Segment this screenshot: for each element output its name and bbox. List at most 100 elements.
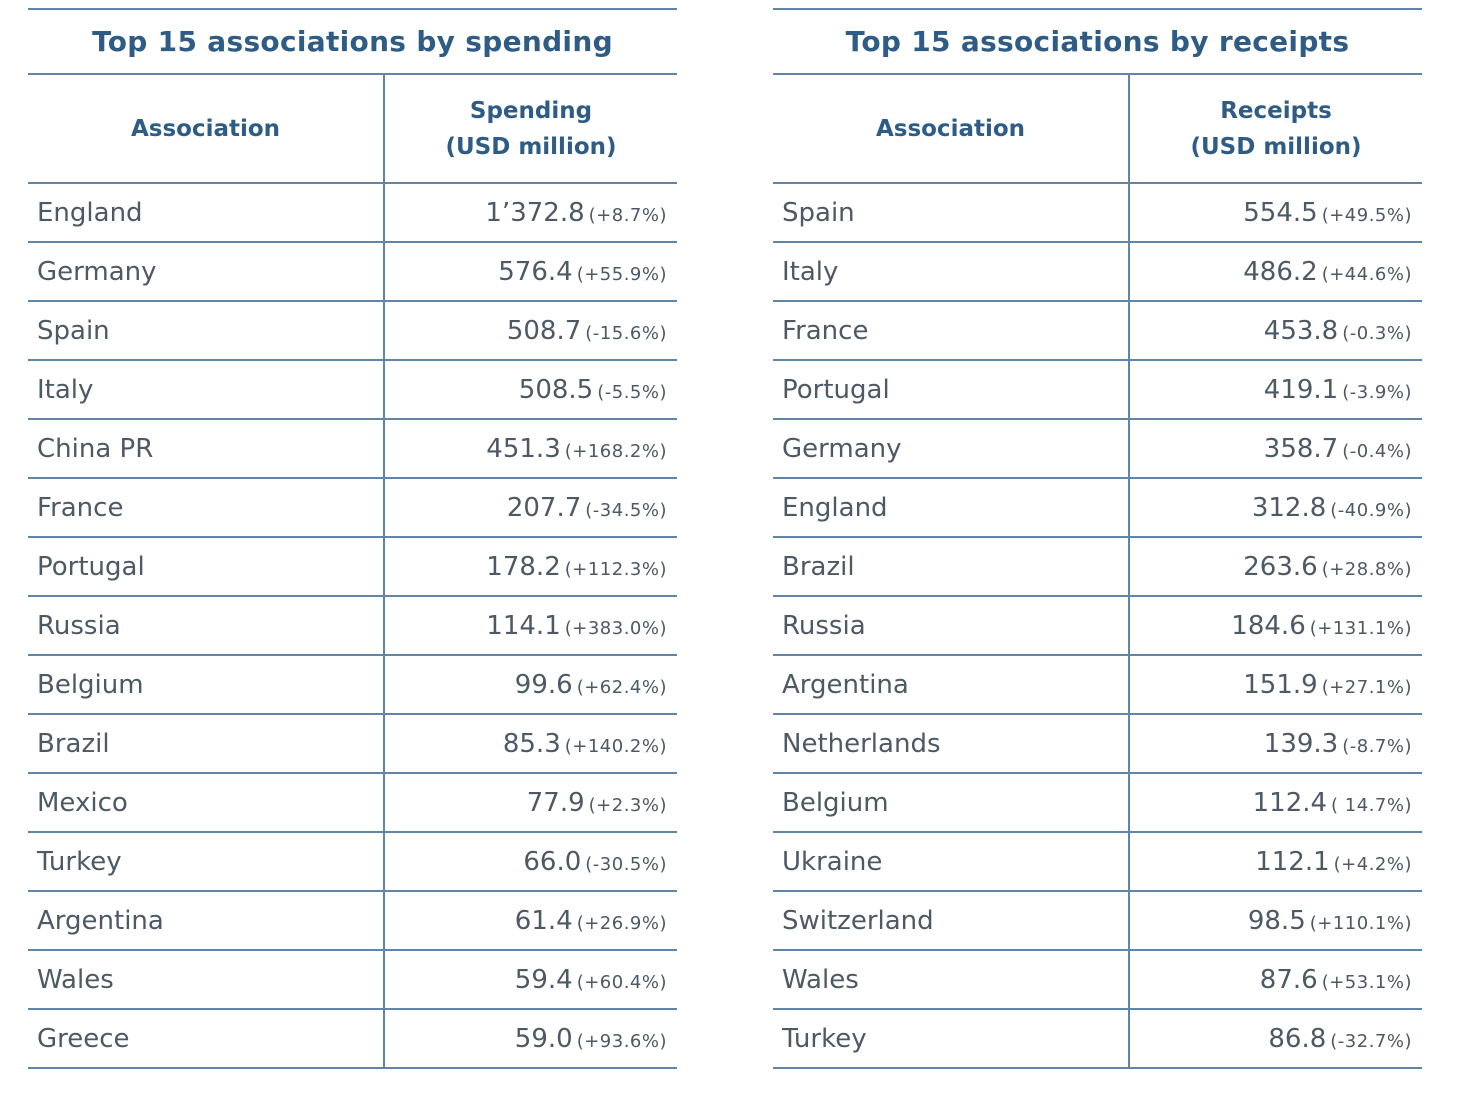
association-cell: Germany (28, 242, 385, 302)
value-cell: 59.0 (+93.6%) (384, 1009, 677, 1069)
table-row: France 207.7 (-34.5%) (28, 478, 677, 538)
value-change: (-34.5%) (585, 499, 667, 521)
value-cell: 207.7 (-34.5%) (384, 478, 677, 538)
value-cell: 178.2 (+112.3%) (384, 537, 677, 597)
receipts-value-header-line1: Receipts (1220, 97, 1332, 124)
association-cell: Switzerland (773, 891, 1130, 951)
value-cell: 312.8 (-40.9%) (1129, 478, 1422, 538)
association-cell: China PR (28, 419, 385, 479)
spending-value-header-line2: (USD million) (445, 133, 617, 160)
table-row: Greece 59.0 (+93.6%) (28, 1009, 677, 1069)
value-cell: 263.6 (+28.8%) (1129, 537, 1422, 597)
receipts-header-row: Association Receipts (USD million) (773, 75, 1422, 184)
value-amount: 61.4 (514, 905, 573, 936)
value-cell: 554.5 (+49.5%) (1129, 183, 1422, 243)
value-amount: 112.1 (1255, 846, 1330, 877)
association-cell: Spain (28, 301, 385, 361)
value-cell: 184.6 (+131.1%) (1129, 596, 1422, 656)
spending-panel: Top 15 associations by spending Associat… (28, 8, 677, 1069)
value-amount: 59.0 (514, 1023, 573, 1054)
table-row: Portugal 178.2 (+112.3%) (28, 537, 677, 597)
receipts-table-body: Spain 554.5 (+49.5%) Italy 486.2 (+44.6%) Fran… (773, 183, 1422, 1069)
value-change: (-40.9%) (1330, 499, 1412, 521)
spending-table: Association Spending (USD million) Engla… (28, 75, 677, 1069)
value-change: (-8.7%) (1342, 735, 1412, 757)
table-row: England 1’372.8 (+8.7%) (28, 183, 677, 243)
value-cell: 61.4 (+26.9%) (384, 891, 677, 951)
association-cell: Turkey (28, 832, 385, 892)
table-row: Belgium 99.6 (+62.4%) (28, 655, 677, 715)
value-cell: 453.8 (-0.3%) (1129, 301, 1422, 361)
association-cell: Greece (28, 1009, 385, 1069)
spending-association-header: Association (28, 75, 385, 184)
receipts-table-title: Top 15 associations by receipts (773, 8, 1422, 75)
value-amount: 99.6 (514, 669, 573, 700)
spending-table-title: Top 15 associations by spending (28, 8, 677, 75)
table-row: Russia 184.6 (+131.1%) (773, 596, 1422, 656)
association-cell: Brazil (28, 714, 385, 774)
table-row: Argentina 151.9 (+27.1%) (773, 655, 1422, 715)
value-change: (+62.4%) (576, 676, 667, 698)
value-amount: 178.2 (486, 551, 561, 582)
value-amount: 263.6 (1243, 551, 1318, 582)
value-amount: 451.3 (486, 433, 561, 464)
value-change: (+4.2%) (1333, 853, 1412, 875)
value-change: (+168.2%) (564, 440, 667, 462)
value-amount: 139.3 (1263, 728, 1339, 759)
value-change: (-15.6%) (585, 322, 667, 344)
value-change: ( 14.7%) (1331, 794, 1412, 816)
table-row: Portugal 419.1 (-3.9%) (773, 360, 1422, 420)
value-cell: 112.1 (+4.2%) (1129, 832, 1422, 892)
table-row: Ukraine 112.1 (+4.2%) (773, 832, 1422, 892)
value-cell: 139.3 (-8.7%) (1129, 714, 1422, 774)
value-change: (-5.5%) (597, 381, 667, 403)
value-change: (+2.3%) (588, 794, 667, 816)
value-amount: 358.7 (1263, 433, 1339, 464)
table-row: Wales 59.4 (+60.4%) (28, 950, 677, 1010)
value-cell: 86.8 (-32.7%) (1129, 1009, 1422, 1069)
value-cell: 486.2 (+44.6%) (1129, 242, 1422, 302)
association-cell: Portugal (28, 537, 385, 597)
value-amount: 112.4 (1252, 787, 1328, 818)
association-cell: France (773, 301, 1130, 361)
table-row: Germany 576.4 (+55.9%) (28, 242, 677, 302)
value-amount: 554.5 (1243, 197, 1318, 228)
association-cell: Portugal (773, 360, 1130, 420)
value-change: (+49.5%) (1321, 204, 1412, 226)
value-change: (+8.7%) (588, 204, 667, 226)
value-change: (+28.8%) (1321, 558, 1412, 580)
value-amount: 508.7 (506, 315, 582, 346)
table-row: Spain 554.5 (+49.5%) (773, 183, 1422, 243)
association-cell: England (773, 478, 1130, 538)
value-amount: 66.0 (523, 846, 582, 877)
table-row: Mexico 77.9 (+2.3%) (28, 773, 677, 833)
value-amount: 114.1 (486, 610, 561, 641)
table-row: Netherlands 139.3 (-8.7%) (773, 714, 1422, 774)
table-row: Turkey 66.0 (-30.5%) (28, 832, 677, 892)
table-row: Brazil 85.3 (+140.2%) (28, 714, 677, 774)
value-change: (+383.0%) (564, 617, 667, 639)
value-amount: 1’372.8 (485, 197, 585, 228)
value-change: (+60.4%) (576, 971, 667, 993)
value-cell: 59.4 (+60.4%) (384, 950, 677, 1010)
value-amount: 59.4 (514, 964, 573, 995)
value-cell: 77.9 (+2.3%) (384, 773, 677, 833)
value-change: (+27.1%) (1321, 676, 1412, 698)
value-cell: 99.6 (+62.4%) (384, 655, 677, 715)
value-cell: 508.7 (-15.6%) (384, 301, 677, 361)
association-cell: England (28, 183, 385, 243)
association-cell: Wales (28, 950, 385, 1010)
table-row: Turkey 86.8 (-32.7%) (773, 1009, 1422, 1069)
value-change: (+55.9%) (576, 263, 667, 285)
value-change: (+131.1%) (1309, 617, 1412, 639)
value-cell: 114.1 (+383.0%) (384, 596, 677, 656)
value-amount: 207.7 (506, 492, 582, 523)
value-cell: 66.0 (-30.5%) (384, 832, 677, 892)
value-amount: 87.6 (1259, 964, 1318, 995)
value-amount: 419.1 (1263, 374, 1339, 405)
association-cell: Spain (773, 183, 1130, 243)
table-row: Belgium 112.4( 14.7%) (773, 773, 1422, 833)
association-cell: Russia (773, 596, 1130, 656)
value-cell: 112.4( 14.7%) (1129, 773, 1422, 833)
table-row: England 312.8 (-40.9%) (773, 478, 1422, 538)
